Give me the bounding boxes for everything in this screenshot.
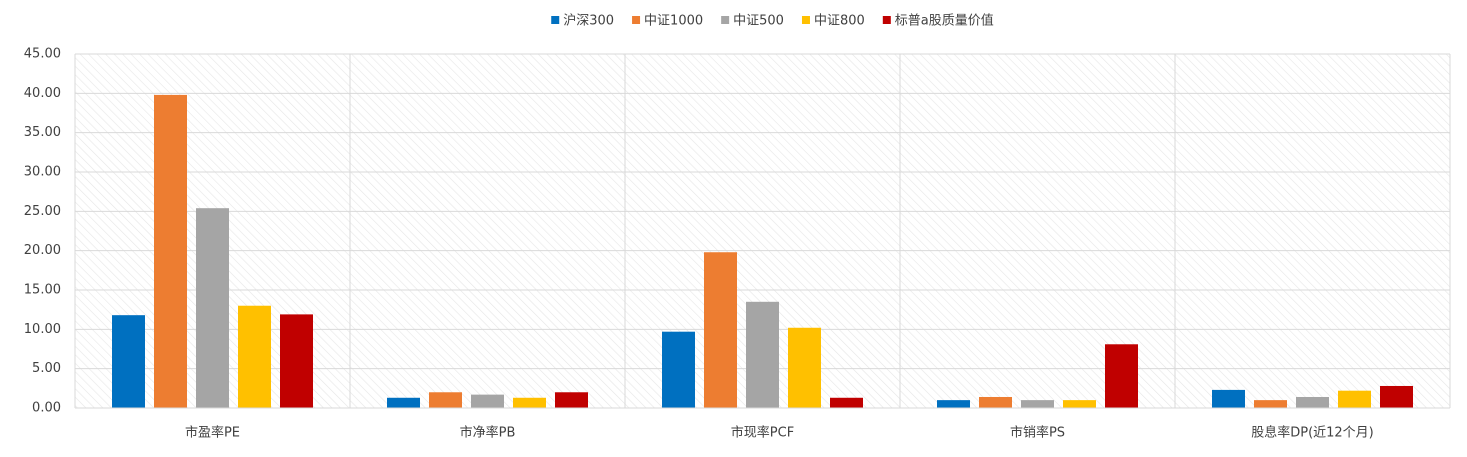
x-tick-label: 股息率DP(近12个月) [1251, 425, 1374, 441]
legend-label: 中证1000 [644, 14, 703, 29]
bar [1105, 344, 1138, 408]
x-tick-label: 市盈率PE [185, 425, 240, 441]
bar [937, 400, 970, 408]
y-tick-label: 35.00 [24, 125, 61, 140]
x-tick-label: 市净率PB [460, 425, 516, 441]
bar [1254, 400, 1287, 408]
bar [788, 327, 821, 408]
bar [1063, 400, 1096, 408]
bar [1338, 390, 1371, 408]
bar [1021, 400, 1054, 408]
bar [555, 392, 588, 408]
bar [196, 208, 229, 408]
y-tick-label: 30.00 [24, 165, 61, 180]
legend-label: 沪深300 [563, 13, 614, 29]
bar [746, 301, 779, 408]
legend-swatch [882, 16, 891, 24]
bar [1212, 389, 1245, 408]
bar [154, 94, 187, 408]
y-tick-label: 5.00 [32, 361, 61, 376]
bar [830, 397, 863, 408]
y-tick-label: 10.00 [24, 322, 61, 337]
legend-swatch [801, 16, 810, 24]
y-tick-label: 0.00 [32, 401, 61, 416]
legend-label: 中证500 [733, 14, 784, 29]
bar [471, 394, 504, 408]
x-tick-label: 市销率PS [1010, 425, 1065, 441]
bar [238, 305, 271, 408]
legend-label: 标普a股质量价值 [895, 13, 994, 29]
y-tick-label: 15.00 [24, 283, 61, 298]
bar [112, 315, 145, 408]
legend-swatch [551, 16, 560, 24]
bar [280, 314, 313, 408]
legend-swatch [632, 16, 641, 24]
legend-label: 中证800 [814, 14, 865, 29]
bar [387, 397, 420, 408]
y-tick-label: 45.00 [24, 47, 61, 62]
bar [513, 397, 546, 408]
y-tick-label: 25.00 [24, 204, 61, 219]
bar [662, 331, 695, 408]
bar [979, 396, 1012, 408]
bar [429, 392, 462, 408]
x-tick-label: 市现率PCF [731, 425, 794, 441]
bar [1296, 396, 1329, 408]
bar [704, 252, 737, 408]
y-tick-label: 20.00 [24, 243, 61, 258]
legend-swatch [721, 16, 730, 24]
bar [1380, 385, 1413, 408]
y-tick-label: 40.00 [24, 86, 61, 101]
